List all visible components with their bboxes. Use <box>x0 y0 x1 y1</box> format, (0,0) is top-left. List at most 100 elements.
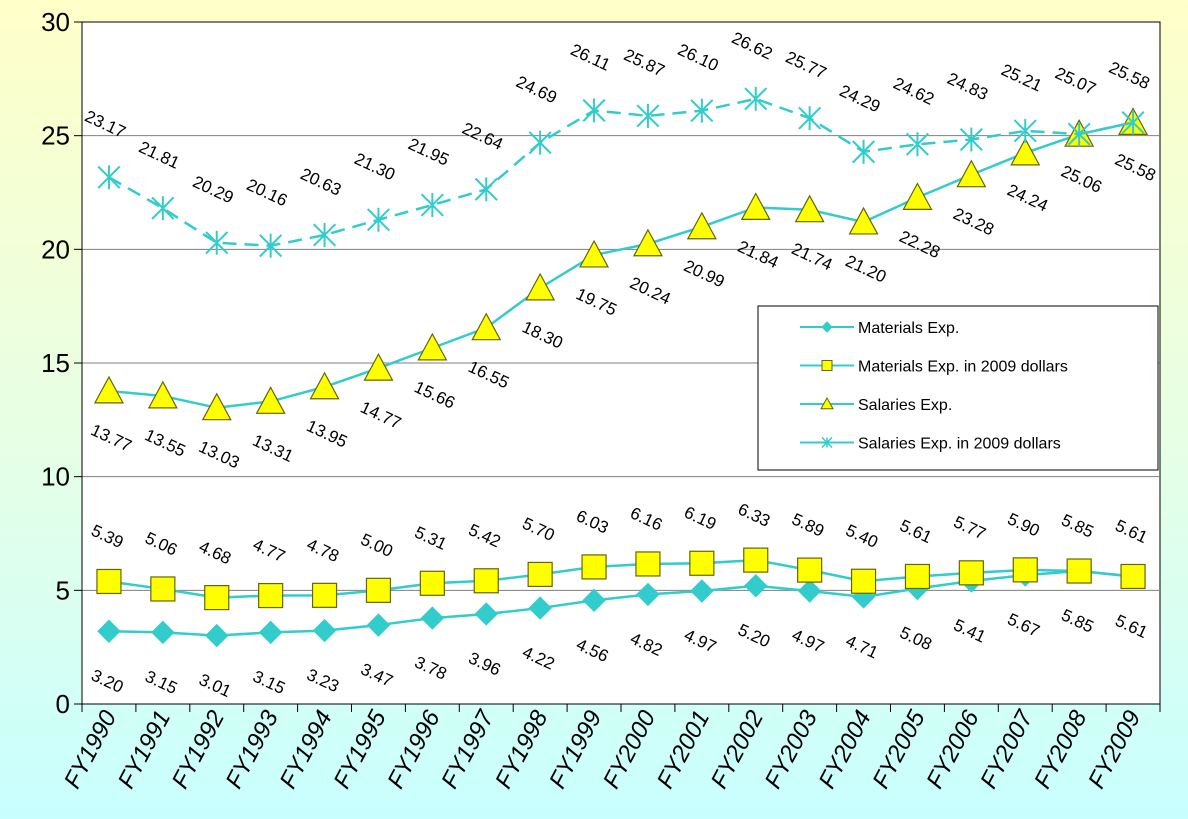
data-point <box>311 582 338 608</box>
series-salaries-exp <box>93 107 1149 421</box>
data-point <box>1067 122 1091 147</box>
legend-marker <box>821 436 833 449</box>
data-point <box>474 177 498 202</box>
data-point <box>686 211 717 240</box>
data-point <box>204 585 230 611</box>
data-point <box>473 568 499 594</box>
data-point <box>959 127 983 152</box>
x-axis: FY1990FY1991FY1992FY1993FY1994FY1995FY19… <box>59 703 1161 793</box>
data-point <box>797 579 822 603</box>
data-point <box>528 596 552 620</box>
data-point <box>1120 563 1146 590</box>
legend-label: Materials Exp. in 2009 dollars <box>858 359 1068 376</box>
data-point <box>366 613 391 637</box>
data-point <box>904 563 931 590</box>
series-materials-exp-in-2009-dollars <box>96 547 1146 611</box>
legend-item-salaries-exp-in-2009-dollars: Salaries Exp. in 2009 dollars <box>800 436 1061 453</box>
data-point <box>1012 557 1038 583</box>
legend-label: Materials Exp. <box>858 320 959 337</box>
data-point <box>255 386 286 414</box>
y-tick-label: 30 <box>41 7 70 37</box>
data-point <box>850 568 877 594</box>
data-point <box>363 352 394 381</box>
data-point <box>1010 137 1041 166</box>
data-point <box>690 579 714 603</box>
data-point <box>366 207 390 232</box>
data-point <box>582 98 606 123</box>
data-point <box>151 620 175 645</box>
data-point <box>798 106 822 131</box>
data-point <box>636 103 660 128</box>
data-point <box>525 272 556 301</box>
data-point <box>689 550 715 576</box>
y-tick-label: 15 <box>41 348 70 378</box>
y-tick-label: 25 <box>41 121 70 151</box>
data-point <box>1121 110 1145 135</box>
data-point <box>635 551 661 577</box>
legend-marker <box>821 360 833 371</box>
data-point <box>740 192 771 221</box>
y-tick-label: 0 <box>56 689 70 719</box>
y-tick-label: 5 <box>56 575 70 605</box>
y-axis: 0 5 10 15 20 25 30 <box>41 7 83 719</box>
data-point <box>365 577 392 603</box>
data-point <box>419 570 445 596</box>
data-point <box>636 582 660 607</box>
data-point <box>205 230 229 255</box>
data-point <box>96 568 122 595</box>
data-point <box>1066 558 1092 584</box>
data-point <box>744 574 768 598</box>
y-tick-label: 10 <box>41 462 70 492</box>
series-layer <box>93 86 1149 648</box>
data-point <box>743 547 769 573</box>
data-point <box>151 196 175 221</box>
data-point <box>309 371 340 400</box>
data-point <box>474 602 498 626</box>
legend-item-materials-exp: Materials Exp. <box>800 320 959 337</box>
data-point <box>147 380 178 409</box>
legend-item-materials-exp-in-2009-dollars: Materials Exp. in 2009 dollars <box>800 359 1068 376</box>
data-point <box>97 619 121 643</box>
data-point <box>420 193 444 218</box>
data-point <box>258 620 283 645</box>
legend-label: Salaries Exp. <box>858 397 952 414</box>
data-point <box>848 206 879 235</box>
data-point <box>852 139 876 164</box>
data-point <box>93 375 124 404</box>
data-point <box>582 588 606 613</box>
legend-label: Salaries Exp. in 2009 dollars <box>858 436 1061 453</box>
y-tick-label: 20 <box>41 234 70 264</box>
x-tick-label: FY2009 <box>1083 706 1146 793</box>
data-point <box>632 228 663 257</box>
data-point <box>744 86 768 111</box>
data-point <box>258 582 284 609</box>
data-point <box>956 159 987 188</box>
data-point <box>1013 118 1037 143</box>
data-point <box>97 165 121 190</box>
data-point <box>471 312 502 341</box>
data-point <box>527 561 553 588</box>
data-point <box>579 239 610 268</box>
legend-marker <box>820 396 834 410</box>
data-point <box>794 194 825 223</box>
data-point <box>201 392 232 421</box>
legend: Materials Exp. Materials Exp. in 2009 dol… <box>757 305 1159 471</box>
data-point <box>528 130 552 155</box>
data-point <box>150 576 176 602</box>
data-point <box>690 98 714 123</box>
series-salaries-exp-in-2009-dollars <box>97 86 1145 258</box>
legend-item-salaries-exp: Salaries Exp. <box>800 396 952 414</box>
data-point <box>958 560 984 586</box>
data-point <box>259 233 283 258</box>
legend-marker <box>821 321 833 333</box>
data-point <box>417 332 448 361</box>
data-point <box>205 623 229 648</box>
data-point <box>312 618 337 643</box>
data-point <box>581 554 607 580</box>
data-point <box>313 223 337 248</box>
data-point <box>420 606 445 630</box>
series-line <box>108 97 1134 247</box>
data-point <box>797 557 823 583</box>
data-point <box>902 182 933 211</box>
